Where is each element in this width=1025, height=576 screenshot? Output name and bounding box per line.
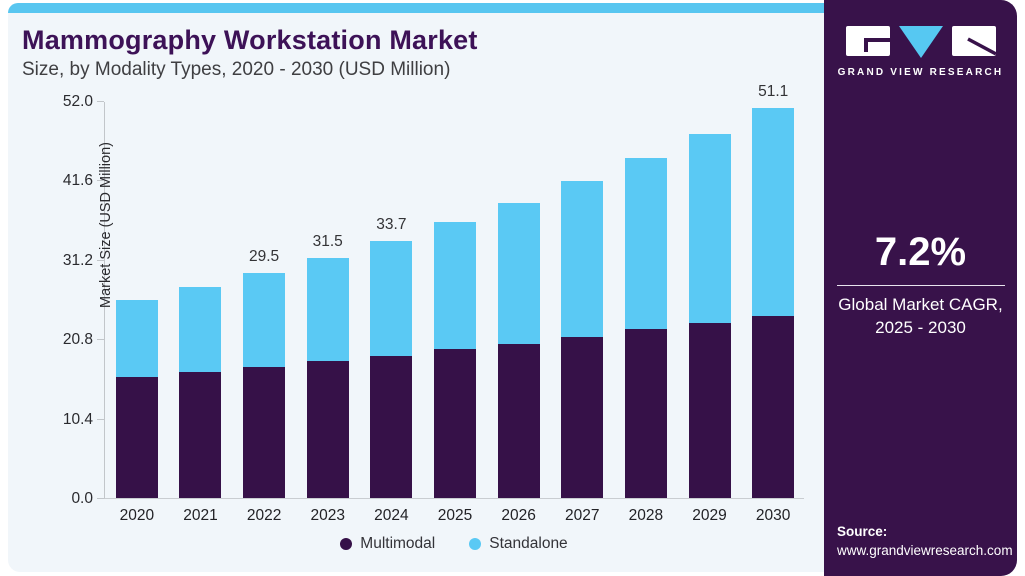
- bar-segment-standalone-2022: [243, 272, 286, 367]
- y-tick-mark: [96, 498, 104, 499]
- bar-total-label-2022: 29.5: [248, 247, 280, 265]
- bar-segment-multimodal-2024: [370, 356, 413, 498]
- gvr-logo: GRAND VIEW RESEARCH: [824, 24, 1017, 78]
- y-tick-mark: [96, 101, 104, 102]
- gvr-logo-icon: [845, 26, 996, 58]
- y-tick-mark: [96, 180, 104, 182]
- chart-subtitle: Size, by Modality Types, 2020 - 2030 (US…: [22, 59, 451, 80]
- bar-segment-multimodal-2023: [306, 361, 349, 498]
- bar-segment-multimodal-2025: [434, 349, 476, 498]
- x-tick-label-2028: 2028: [628, 507, 664, 524]
- x-tick-label-2020: 2020: [119, 507, 155, 524]
- legend-item-multimodal: Multimodal: [340, 535, 435, 553]
- x-tick-label-2021: 2021: [183, 507, 218, 524]
- cagr-label-line1: Global Market CAGR,: [838, 295, 1003, 314]
- y-tick-label: 52.0: [62, 93, 93, 110]
- cagr-label-line2: 2025 - 2030: [875, 317, 966, 337]
- cagr-label: Global Market CAGR, 2025 - 2030: [824, 294, 1017, 340]
- brand-panel: GRAND VIEW RESEARCH 7.2% Global Market C…: [824, 0, 1017, 576]
- y-tick-label: 41.6: [62, 172, 93, 190]
- chart-legend: Multimodal Standalone: [104, 535, 804, 553]
- y-tick-mark: [96, 259, 104, 261]
- chart-card: Mammography Workstation Market Size, by …: [8, 3, 824, 572]
- bar-segment-standalone-2028: [624, 158, 667, 330]
- bar-segment-multimodal-2028: [624, 329, 667, 498]
- y-tick-label: 0.0: [71, 490, 93, 507]
- chart-title: Mammography Workstation Market: [22, 25, 478, 55]
- x-tick-label-2024: 2024: [374, 507, 409, 524]
- plot-area: Market Size (USD Million) 0.0 10.4 20.8 31.…: [63, 83, 804, 524]
- bar-segment-standalone-2026: [497, 202, 540, 344]
- bar-segment-multimodal-2022: [243, 366, 286, 498]
- y-tick-mark: [96, 418, 104, 420]
- bar-segment-standalone-2029: [688, 133, 731, 324]
- y-tick-mark: [96, 339, 104, 341]
- bar-segment-standalone-2027: [561, 181, 604, 337]
- legend-label-multimodal: Multimodal: [360, 535, 436, 552]
- y-tick-label: 20.8: [62, 331, 93, 349]
- x-tick-label-2022: 2022: [246, 507, 282, 524]
- legend-item-standalone: Standalone: [469, 535, 568, 553]
- bar-segment-standalone-2020: [115, 300, 158, 378]
- x-tick-label-2026: 2026: [501, 507, 536, 524]
- bar-segment-multimodal-2030: [752, 316, 795, 498]
- bar-segment-multimodal-2021: [179, 372, 222, 498]
- cagr-value: 7.2%: [874, 230, 967, 274]
- legend-swatch-standalone: [469, 538, 482, 550]
- source-url: www.grandviewresearch.com: [837, 543, 1013, 558]
- bar-segment-standalone-2030: [752, 107, 795, 317]
- x-tick-label-2027: 2027: [565, 507, 600, 524]
- bar-segment-standalone-2024: [370, 240, 413, 356]
- cagr-divider: [836, 285, 1005, 286]
- card-accent-strip: [8, 3, 824, 13]
- legend-swatch-multimodal: [340, 538, 353, 550]
- x-tick-label-2023: 2023: [310, 507, 345, 524]
- y-tick-label: 31.2: [62, 251, 93, 269]
- bar-total-label-2024: 33.7: [376, 215, 407, 233]
- bar-segment-standalone-2025: [434, 222, 476, 350]
- bar-segment-standalone-2021: [179, 287, 222, 373]
- cagr-block: 7.2% Global Market CAGR, 2025 - 2030: [824, 230, 1017, 340]
- y-axis-title: Market Size (USD Million): [97, 142, 114, 308]
- source-block: Source: www.grandviewresearch.com: [837, 524, 1013, 558]
- bar-segment-multimodal-2020: [115, 377, 158, 498]
- bar-total-label-2023: 31.5: [312, 232, 343, 250]
- bar-segment-multimodal-2029: [688, 323, 731, 498]
- source-label: Source:: [837, 524, 888, 539]
- bar-segment-standalone-2023: [306, 257, 349, 362]
- legend-label-standalone: Standalone: [489, 535, 568, 552]
- bar-segment-multimodal-2026: [497, 343, 540, 498]
- gvr-logo-text: GRAND VIEW RESEARCH: [837, 67, 1004, 78]
- y-tick-label: 10.4: [62, 410, 93, 428]
- bar-segment-multimodal-2027: [561, 336, 604, 498]
- bar-total-label-2030: 51.1: [758, 82, 789, 100]
- x-tick-label-2030: 2030: [755, 507, 791, 524]
- x-tick-label-2025: 2025: [437, 507, 473, 524]
- x-tick-label-2029: 2029: [692, 507, 727, 524]
